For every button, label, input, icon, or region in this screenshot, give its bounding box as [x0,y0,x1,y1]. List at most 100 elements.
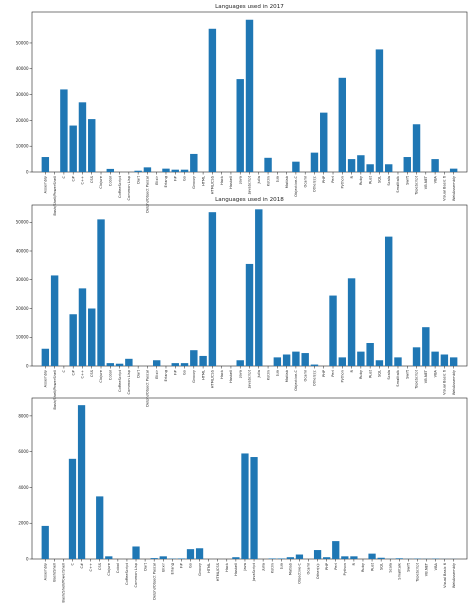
x-tick-label: Clojure [107,562,111,575]
bar [77,405,86,559]
bar [41,525,49,559]
x-tick-label: Cobol [109,176,113,186]
x-tick-label: VB.NET [424,369,428,383]
x-tick-label: Go [189,563,193,568]
x-tick-label: C++ [89,563,93,572]
bar [310,152,319,172]
x-tick-label: Haskell [229,176,233,189]
x-tick-label: R [350,370,354,373]
bar [105,556,113,559]
bar [186,549,195,559]
x-tick-label: Smalltalk [396,369,400,387]
x-tick-label: F# [180,563,184,568]
x-tick-label: HTML [207,563,211,573]
bar [232,557,240,559]
x-tick-label: Go [183,370,187,375]
x-tick-label: Hack [220,175,224,185]
x-tick-label: Clojure [99,175,103,188]
x-tick-label: Swift [405,369,409,378]
bar [384,164,393,172]
bar [338,357,347,366]
bar [341,556,349,559]
x-tick-label: C++ [81,176,85,185]
bar [268,558,276,559]
x-tick-label: Hack [225,562,229,572]
x-tick-label: C [71,563,75,566]
y-tick-label: 2000 [18,521,29,526]
y-tick-label: 10000 [16,335,29,340]
x-tick-label: Lua [279,563,283,569]
x-tick-label: JavaScript [248,175,252,195]
x-tick-label: CoffeeScript [125,562,129,585]
bar [375,49,384,172]
bar [347,278,356,366]
y-tick-label: 20000 [16,306,29,311]
bar [152,360,161,366]
x-tick-label: HTML/CSS [211,175,215,194]
x-tick-label: Bash/Shell [53,563,57,582]
bar [180,363,189,366]
bar [245,263,254,366]
x-tick-label: F# [173,370,177,375]
x-tick-label: Python [341,176,345,188]
bar [332,541,340,559]
x-tick-label: Groovy [198,562,202,576]
y-tick-label: 8000 [18,413,29,418]
bar [310,364,319,366]
bar [115,363,124,366]
x-tick-label: Julia [257,176,261,185]
bar [395,558,403,559]
x-tick-label: R [350,176,354,179]
x-tick-label: Java [243,563,247,572]
chart-panel-1: Languages used in 2017 0 10000 20000 30000 40… [16,4,468,216]
x-tick-label: Other(s): [316,563,320,579]
x-tick-label: JavaScript [252,562,256,582]
x-tick-label: Ocaml [307,563,311,575]
y-tick-label: 0 [26,363,29,368]
x-tick-label: Smalltalk [396,175,400,193]
x-tick-label: Common Lisp [127,175,131,200]
x-tick-label: Erlang [164,370,168,382]
x-tick-label: Visual Basic 6 [443,175,447,201]
x-tick-label: Perl [331,176,335,183]
y-tick-label: 0 [26,169,29,174]
bar [190,350,198,366]
x-tick-label: Objective-C [294,176,298,197]
bar [162,168,170,172]
x-tick-label: Kotlin [270,563,274,573]
bar [357,351,365,366]
x-tick-label: CSS [90,175,94,183]
x-tick-label: Rust [370,562,374,570]
x-tick-label: Swift [407,562,411,571]
x-tick-label: Java [238,370,242,379]
bar [96,496,104,559]
x-tick-label: Assembly [44,175,48,193]
bar [50,275,59,366]
x-tick-label: CoffeeScript [118,369,122,392]
x-tick-label: Kotlin [266,370,270,380]
bar [347,159,356,172]
bar [403,157,411,172]
x-tick-label: SQL [378,176,382,183]
x-tick-label: Python [341,370,345,382]
x-tick-label: PHP [325,562,329,570]
bar [250,457,258,559]
x-tick-label: Delphi/Object Pascal [152,563,156,600]
x-tick-label: VB.NET [425,562,429,576]
bar [301,353,309,366]
bar [320,112,328,172]
x-tick-label: Kotlin [266,176,270,186]
x-tick-label: Bash/Shell/PowerShell [62,563,66,603]
x-tick-label: CSS [90,369,94,377]
x-tick-label: HTML/CSS [211,369,215,388]
x-tick-label: Go [183,176,187,181]
x-tick-label: Assembly [43,562,47,580]
x-tick-label: Common Lisp [127,369,131,394]
bar [88,308,96,366]
x-tick-label: Dart [136,369,140,377]
chart-panel-3: 0 2000 4000 6000 8000 Assembly Bash/Shell Bash/… [18,397,468,603]
x-tick-label: Ruby [359,369,363,379]
x-tick-label: VB.NET [424,175,428,189]
bar [143,167,152,172]
bar [106,168,115,172]
